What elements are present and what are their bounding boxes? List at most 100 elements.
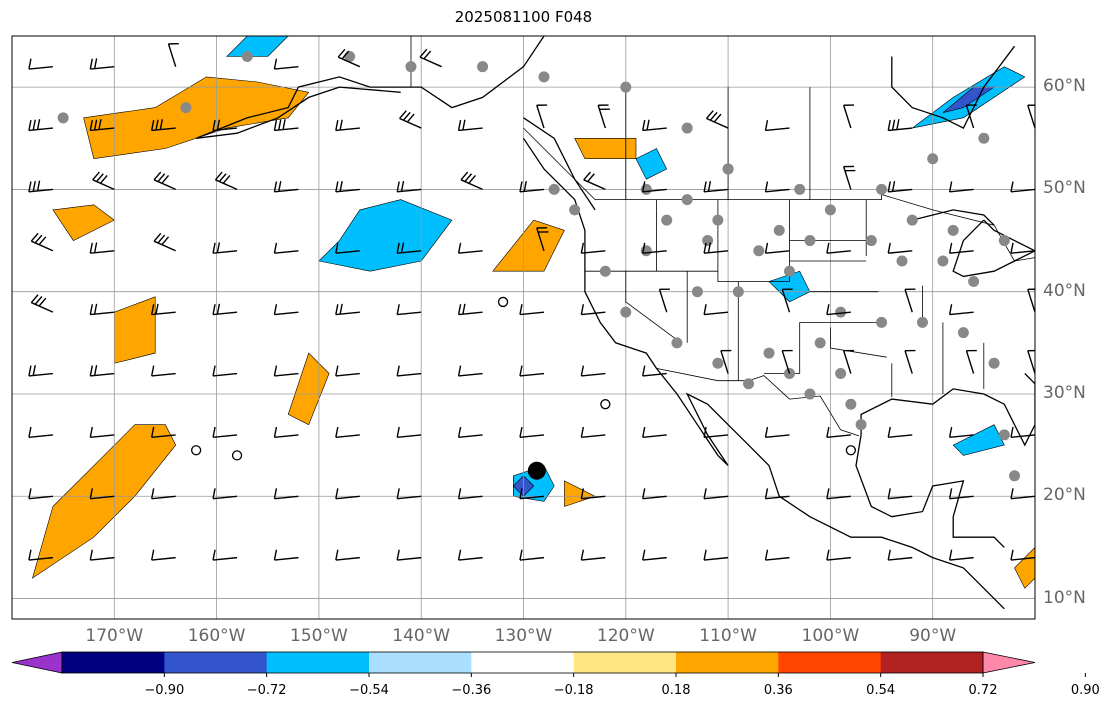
wind-barb xyxy=(273,488,299,500)
station-dot xyxy=(180,102,192,114)
map-frame xyxy=(11,35,1036,620)
colorbar-tick-label: −0.36 xyxy=(451,683,492,698)
center-marker xyxy=(527,461,546,480)
wind-barb xyxy=(457,303,483,316)
latitude-label: 30°N xyxy=(1043,382,1086,403)
station-dot xyxy=(477,61,489,73)
station-dot xyxy=(998,429,1010,441)
wind-barb xyxy=(764,426,790,438)
wind-barb xyxy=(703,242,729,254)
wind-barb xyxy=(948,426,974,438)
wind-barb xyxy=(273,304,299,316)
wind-barb xyxy=(150,426,176,438)
station-dot xyxy=(835,306,847,318)
coastline xyxy=(523,117,596,211)
wind-barb xyxy=(399,110,422,129)
gridlines xyxy=(12,36,1035,619)
station-dot xyxy=(947,224,959,236)
wind-barb xyxy=(948,488,974,500)
wind-barb xyxy=(273,365,299,377)
wind-barb xyxy=(30,232,54,252)
colorbar-tick-label: 0.18 xyxy=(661,683,691,698)
wind-barb xyxy=(887,180,913,193)
colorbar-tick-label: 0.72 xyxy=(968,683,998,698)
wind-barb xyxy=(89,58,115,70)
colorbar-extend-low xyxy=(11,651,63,674)
wind-barb xyxy=(842,349,855,374)
wind-barb xyxy=(536,227,549,252)
wind-barb xyxy=(335,488,360,500)
wind-barb xyxy=(212,488,238,500)
wind-barb xyxy=(273,119,299,132)
wind-barb xyxy=(89,549,115,561)
colorbar xyxy=(11,651,1086,677)
latitude-label: 50°N xyxy=(1043,178,1086,199)
station-dot xyxy=(783,265,795,277)
contour-region xyxy=(83,76,310,160)
station-dot xyxy=(876,183,888,195)
wind-barb xyxy=(457,549,483,561)
wind-barb xyxy=(153,232,176,252)
wind-barb xyxy=(150,365,176,377)
wind-barb xyxy=(212,426,238,438)
station-dot xyxy=(794,183,806,195)
station-dot xyxy=(835,368,847,380)
station-dot xyxy=(998,235,1010,247)
wind-barb xyxy=(703,488,729,500)
wind-barb xyxy=(396,242,422,254)
wind-barb xyxy=(273,180,299,193)
boundary-line xyxy=(830,327,887,358)
wind-barb xyxy=(580,488,606,500)
wind-barb xyxy=(457,119,483,132)
station-dot xyxy=(937,255,949,267)
boundary-line xyxy=(763,322,801,374)
wind-barb xyxy=(28,180,53,193)
wind-barb xyxy=(887,119,913,132)
wind-barb xyxy=(89,303,115,316)
wind-barb xyxy=(212,549,238,561)
wind-barb xyxy=(658,288,670,313)
wind-barb xyxy=(396,180,422,193)
wind-barb xyxy=(396,365,422,377)
wind-barb xyxy=(212,242,238,254)
wind-barb xyxy=(583,171,606,191)
wind-barb xyxy=(28,549,53,561)
wind-barb xyxy=(965,104,977,129)
latitude-label: 40°N xyxy=(1043,280,1086,301)
station-dot xyxy=(548,183,560,195)
station-dot xyxy=(712,357,724,369)
longitude-label: 150°W xyxy=(290,626,348,646)
wind-barb xyxy=(396,426,422,438)
wind-barb xyxy=(28,119,53,132)
wind-barb xyxy=(580,242,606,254)
station-dot xyxy=(57,112,69,124)
open-station-marker xyxy=(497,296,509,308)
longitude-label: 140°W xyxy=(392,626,451,646)
wind-barb xyxy=(597,104,610,129)
contour-region xyxy=(768,270,811,303)
station-dot xyxy=(804,388,816,400)
colorbar-segment xyxy=(471,652,575,673)
wind-barb xyxy=(28,58,53,70)
wind-barb xyxy=(150,549,176,561)
station-dot xyxy=(804,235,816,247)
wind-barb xyxy=(457,426,483,438)
wind-barb xyxy=(536,104,548,129)
wind-barb xyxy=(150,119,176,132)
station-dot xyxy=(732,286,744,298)
station-dot xyxy=(896,255,908,267)
open-station-marker xyxy=(845,445,857,456)
wind-barb xyxy=(89,365,115,377)
contour-fields xyxy=(31,36,1035,589)
wind-barb xyxy=(92,171,115,191)
latitude-label: 10°N xyxy=(1043,587,1086,608)
wind-barb xyxy=(89,119,115,132)
station-dot xyxy=(1009,470,1021,482)
wind-barb xyxy=(720,349,732,374)
colorbar-segment xyxy=(369,652,472,673)
contour-region xyxy=(952,424,1005,456)
wind-barb xyxy=(948,181,974,193)
colorbar-segment xyxy=(676,652,779,673)
wind-barb xyxy=(904,288,916,313)
map-title: 2025081100 F048 xyxy=(454,8,593,26)
